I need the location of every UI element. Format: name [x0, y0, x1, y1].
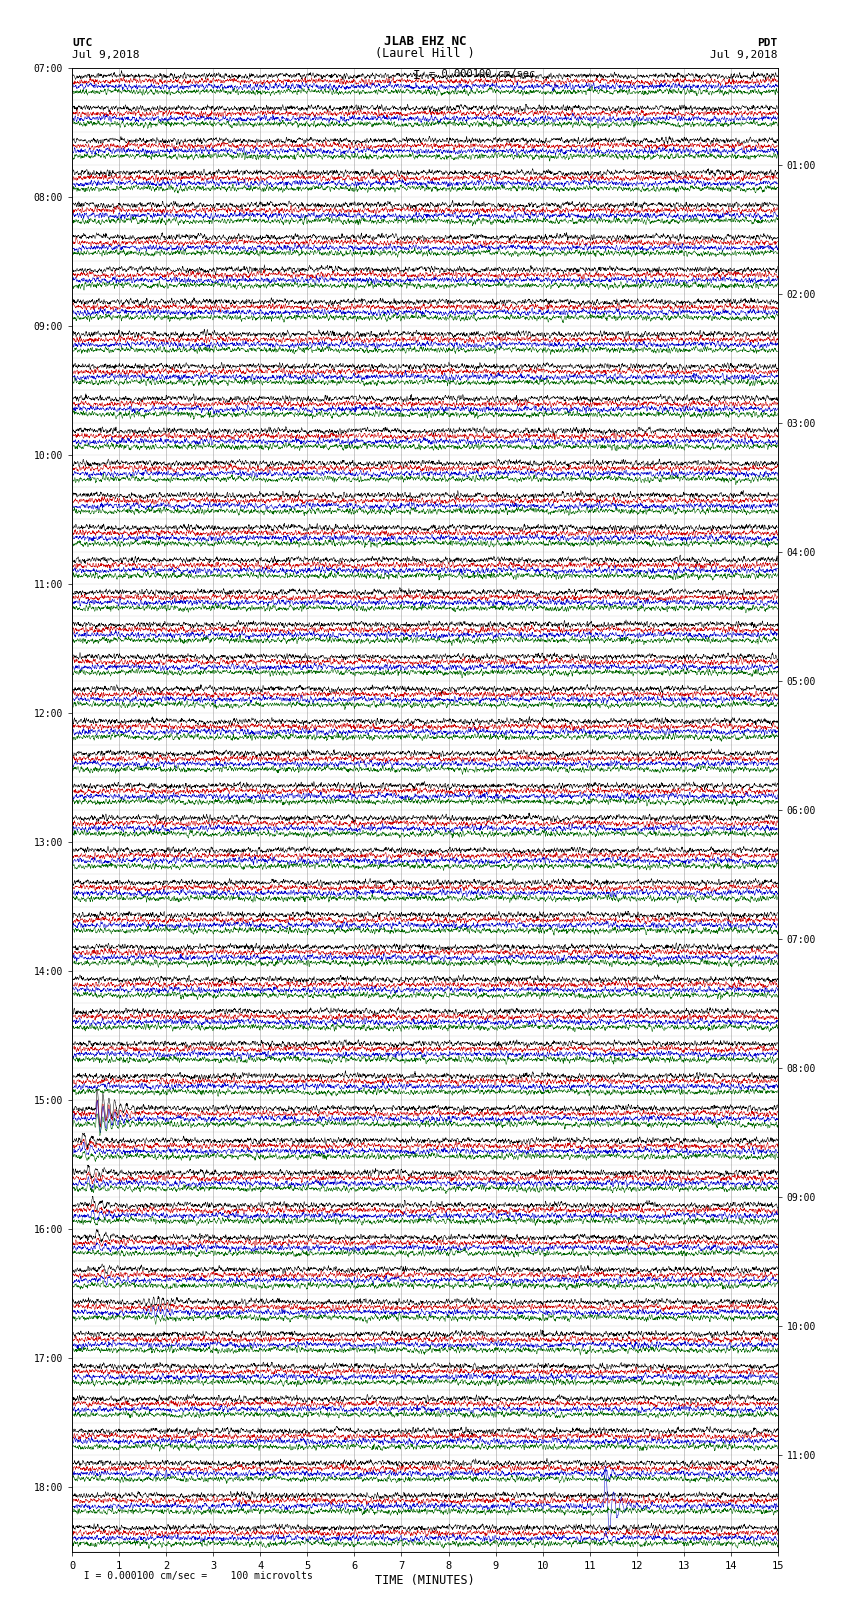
Text: PDT: PDT	[757, 39, 778, 48]
Text: UTC: UTC	[72, 39, 93, 48]
Text: JLAB EHZ NC: JLAB EHZ NC	[383, 35, 467, 48]
Text: I = 0.000100 cm/sec =    100 microvolts: I = 0.000100 cm/sec = 100 microvolts	[72, 1571, 313, 1581]
Text: = 0.000100 cm/sec: = 0.000100 cm/sec	[429, 69, 536, 79]
Text: Jul 9,2018: Jul 9,2018	[72, 50, 139, 60]
X-axis label: TIME (MINUTES): TIME (MINUTES)	[375, 1574, 475, 1587]
Text: (Laurel Hill ): (Laurel Hill )	[375, 47, 475, 60]
Text: I: I	[413, 69, 420, 82]
Text: Jul 9,2018: Jul 9,2018	[711, 50, 778, 60]
